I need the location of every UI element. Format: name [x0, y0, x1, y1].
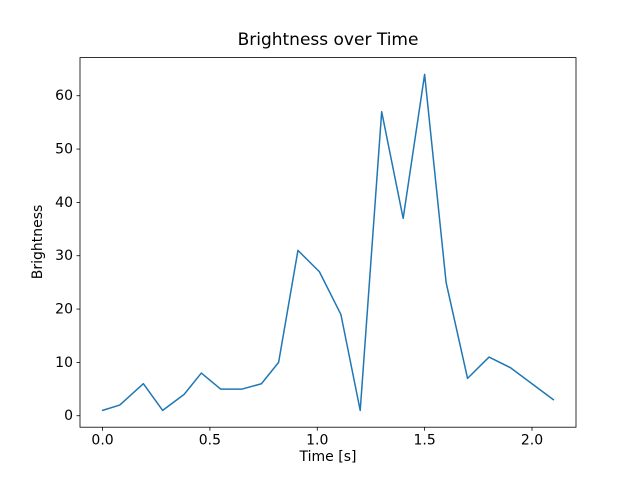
- y-tick-label: 50: [55, 142, 73, 158]
- x-tick-label: 2.0: [521, 432, 543, 448]
- x-tick-label: 1.5: [413, 432, 435, 448]
- y-tick-label: 60: [55, 88, 73, 104]
- y-tick-label: 0: [64, 408, 73, 424]
- y-tick-label: 40: [55, 195, 73, 211]
- series-line-brightness: [101, 73, 555, 412]
- chart-title: Brightness over Time: [237, 30, 419, 50]
- x-tick-label: 1.0: [306, 432, 328, 448]
- y-tick-label: 30: [55, 248, 73, 264]
- x-axis-label: Time [s]: [299, 449, 357, 465]
- y-axis-label: Brightness: [30, 204, 46, 280]
- x-tick-label: 0.5: [199, 432, 221, 448]
- y-tick-label: 20: [55, 302, 73, 318]
- y-tick-label: 10: [55, 355, 73, 371]
- plot-spines: [79, 57, 577, 428]
- x-tick-label: 0.0: [91, 432, 113, 448]
